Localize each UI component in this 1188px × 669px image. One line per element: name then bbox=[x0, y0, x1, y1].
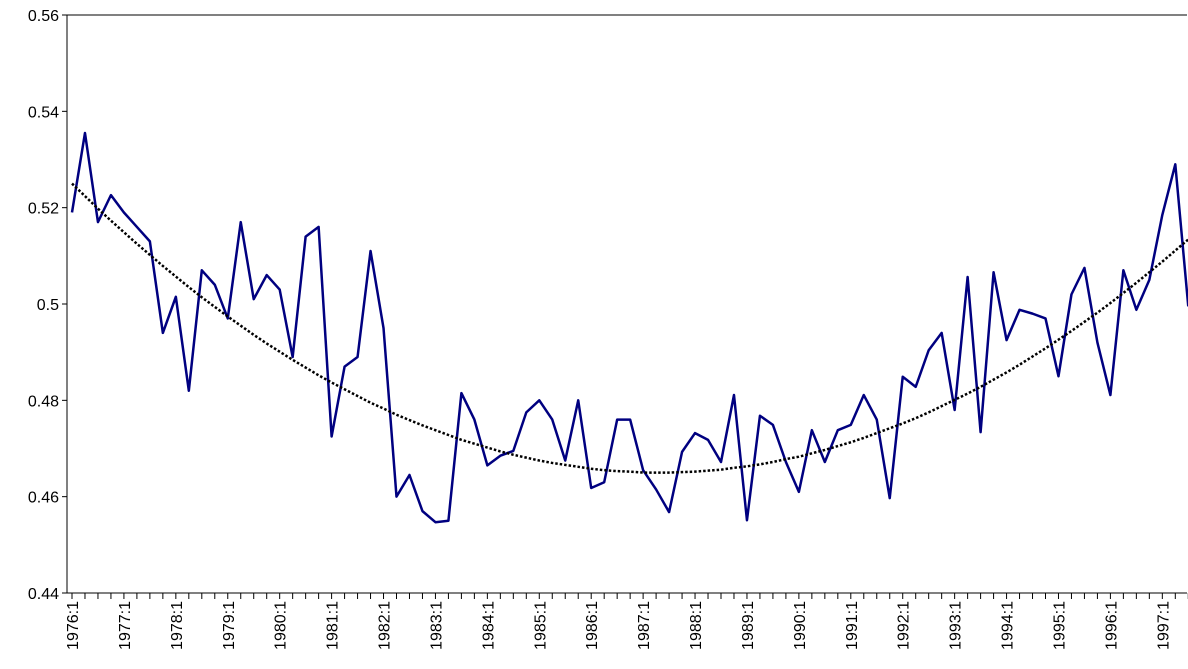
series-line bbox=[70, 131, 1188, 524]
x-tick-label: 1987:1 bbox=[636, 601, 653, 650]
y-tick-label: 0.56 bbox=[28, 8, 59, 25]
trend-line bbox=[71, 182, 1188, 474]
y-tick-label: 0.54 bbox=[28, 104, 59, 121]
x-tick-label: 1994:1 bbox=[1000, 601, 1017, 650]
x-tick-label: 1981:1 bbox=[325, 601, 342, 650]
x-tick-label: 1993:1 bbox=[948, 601, 965, 650]
x-tick-label: 1976:1 bbox=[65, 601, 82, 650]
y-tick-label: 0.46 bbox=[28, 490, 59, 507]
x-tick-label: 1980:1 bbox=[273, 601, 290, 650]
x-tick-label: 1979:1 bbox=[221, 601, 238, 650]
x-tick-label: 1996:1 bbox=[1103, 601, 1120, 650]
x-tick-label: 1991:1 bbox=[844, 601, 861, 650]
x-tick-label: 1995:1 bbox=[1051, 601, 1068, 650]
x-tick-label: 1982:1 bbox=[377, 601, 394, 650]
x-tick-label: 1992:1 bbox=[896, 601, 913, 650]
x-tick-label: 1985:1 bbox=[532, 601, 549, 650]
y-tick-label: 0.52 bbox=[28, 201, 59, 218]
x-tick-label: 1997:1 bbox=[1155, 601, 1172, 650]
x-tick-label: 1977:1 bbox=[117, 601, 134, 650]
x-tick-label: 1986:1 bbox=[584, 601, 601, 650]
x-tick-label: 1978:1 bbox=[169, 601, 186, 650]
y-tick-label: 0.5 bbox=[37, 297, 59, 314]
y-tick-label: 0.48 bbox=[28, 393, 59, 410]
x-tick-label: 1990:1 bbox=[792, 601, 809, 650]
x-tick-label: 1988:1 bbox=[688, 601, 705, 650]
x-tick-label: 1984:1 bbox=[480, 601, 497, 650]
y-tick-label: 0.44 bbox=[28, 586, 59, 603]
x-tick-label: 1989:1 bbox=[740, 601, 757, 650]
x-tick-label: 1983:1 bbox=[428, 601, 445, 650]
